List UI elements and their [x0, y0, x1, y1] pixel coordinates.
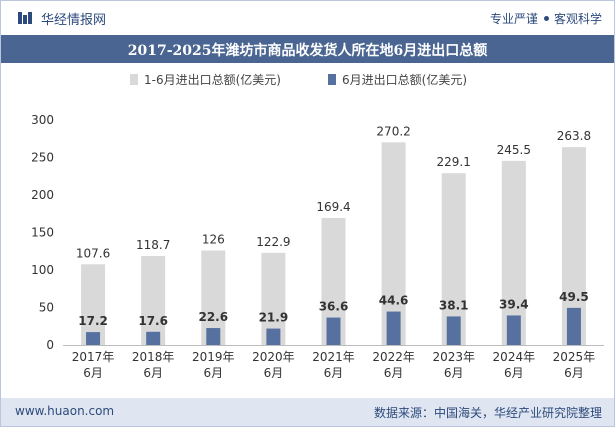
brand-name[interactable]: 华经情报网 — [41, 13, 107, 28]
y-tick-label: 0 — [46, 338, 54, 352]
bullet-dot-icon — [543, 16, 549, 21]
legend-item-series-1: 1-6月进出口总额(亿美元) — [130, 71, 281, 88]
slogan-left: 专业严谨 — [489, 12, 538, 26]
data-label-series-1: 169.4 — [316, 200, 350, 214]
x-tick-label: 2019年 — [192, 350, 235, 364]
y-tick-label: 250 — [31, 151, 54, 165]
bar-series-2 — [266, 328, 281, 345]
legend-swatch-series-2 — [328, 74, 336, 85]
x-tick-label: 2024年 — [493, 350, 536, 364]
x-tick-label: 6月 — [564, 366, 584, 380]
x-tick-label: 6月 — [143, 366, 163, 380]
data-label-series-2: 21.9 — [259, 311, 289, 325]
y-tick-label: 300 — [31, 113, 54, 127]
x-tick-label: 6月 — [83, 366, 103, 380]
x-tick-label: 2022年 — [372, 350, 415, 364]
chart-title: 2017-2025年潍坊市商品收发货人所在地6月进出口总额 — [127, 43, 488, 59]
data-label-series-2: 44.6 — [379, 294, 409, 308]
bar-series-2 — [326, 317, 341, 345]
x-tick-label: 2025年 — [553, 350, 596, 364]
data-label-series-1: 126 — [202, 233, 225, 247]
y-tick-label: 150 — [31, 226, 54, 240]
huajing-logo-icon — [18, 12, 32, 24]
top-bar: 华经情报网 专业严谨 客观科学 — [1, 1, 614, 35]
bar-series-1 — [501, 160, 526, 345]
data-label-series-2: 17.6 — [138, 314, 168, 328]
data-label-series-1: 270.2 — [376, 124, 410, 138]
legend-item-series-2: 6月进出口总额(亿美元) — [328, 71, 467, 88]
data-label-series-1: 229.1 — [437, 155, 471, 169]
bar-series-2 — [386, 311, 401, 345]
x-tick-label: 2021年 — [312, 350, 355, 364]
x-tick-label: 6月 — [504, 366, 524, 380]
data-label-series-1: 122.9 — [256, 235, 290, 249]
data-label-series-1: 245.5 — [497, 143, 531, 157]
x-tick-label: 2018年 — [132, 350, 175, 364]
data-source: 数据来源：中国海关，华经产业研究院整理 — [373, 406, 602, 420]
bar-series-2 — [446, 316, 461, 345]
x-tick-label: 6月 — [384, 366, 404, 380]
data-label-series-2: 36.6 — [319, 300, 349, 314]
x-tick-label: 6月 — [444, 366, 464, 380]
x-tick-label: 2017年 — [72, 350, 115, 364]
website-link[interactable]: www.huaon.com — [15, 404, 115, 418]
data-label-series-2: 38.1 — [439, 298, 469, 312]
bar-series-1 — [381, 142, 406, 345]
x-tick-label: 6月 — [264, 366, 284, 380]
bar-series-2 — [566, 307, 581, 345]
legend-label-series-1: 1-6月进出口总额(亿美元) — [144, 73, 281, 87]
x-tick-label: 6月 — [324, 366, 344, 380]
y-tick-label: 200 — [31, 188, 54, 202]
data-label-series-2: 17.2 — [78, 314, 108, 328]
footer-bar: www.huaon.com 数据来源：中国海关，华经产业研究院整理 — [1, 398, 614, 426]
slogan: 专业严谨 客观科学 — [490, 10, 602, 27]
y-tick-label: 100 — [31, 263, 54, 277]
bar-series-2 — [506, 315, 521, 345]
bar-series-1 — [441, 173, 466, 345]
data-label-series-2: 49.5 — [559, 290, 589, 304]
bar-series-1 — [141, 255, 166, 345]
x-tick-label: 6月 — [203, 366, 223, 380]
x-tick-label: 2023年 — [432, 350, 475, 364]
legend-swatch-series-1 — [130, 74, 138, 85]
data-label-series-2: 22.6 — [198, 310, 228, 324]
data-label-series-1: 107.6 — [76, 246, 110, 260]
data-label-series-2: 39.4 — [499, 297, 529, 311]
chart-legend: 1-6月进出口总额(亿美元) 6月进出口总额(亿美元) — [1, 71, 614, 93]
title-bar: 2017-2025年潍坊市商品收发货人所在地6月进出口总额 — [1, 35, 614, 63]
slogan-right: 客观科学 — [553, 12, 602, 26]
bar-series-2 — [146, 331, 161, 345]
bar-series-1 — [81, 264, 106, 345]
data-label-series-1: 263.8 — [557, 129, 591, 143]
bar-series-2 — [206, 328, 221, 345]
bar-chart: 0 50 100 150 200 250 300 107.6 17.2 2017年 6月 118.7 1… — [31, 113, 604, 380]
y-tick-label: 50 — [39, 301, 54, 315]
legend-label-series-2: 6月进出口总额(亿美元) — [342, 73, 467, 87]
x-tick-label: 2020年 — [252, 350, 295, 364]
data-label-series-1: 118.7 — [136, 238, 170, 252]
bar-series-2 — [86, 332, 101, 345]
